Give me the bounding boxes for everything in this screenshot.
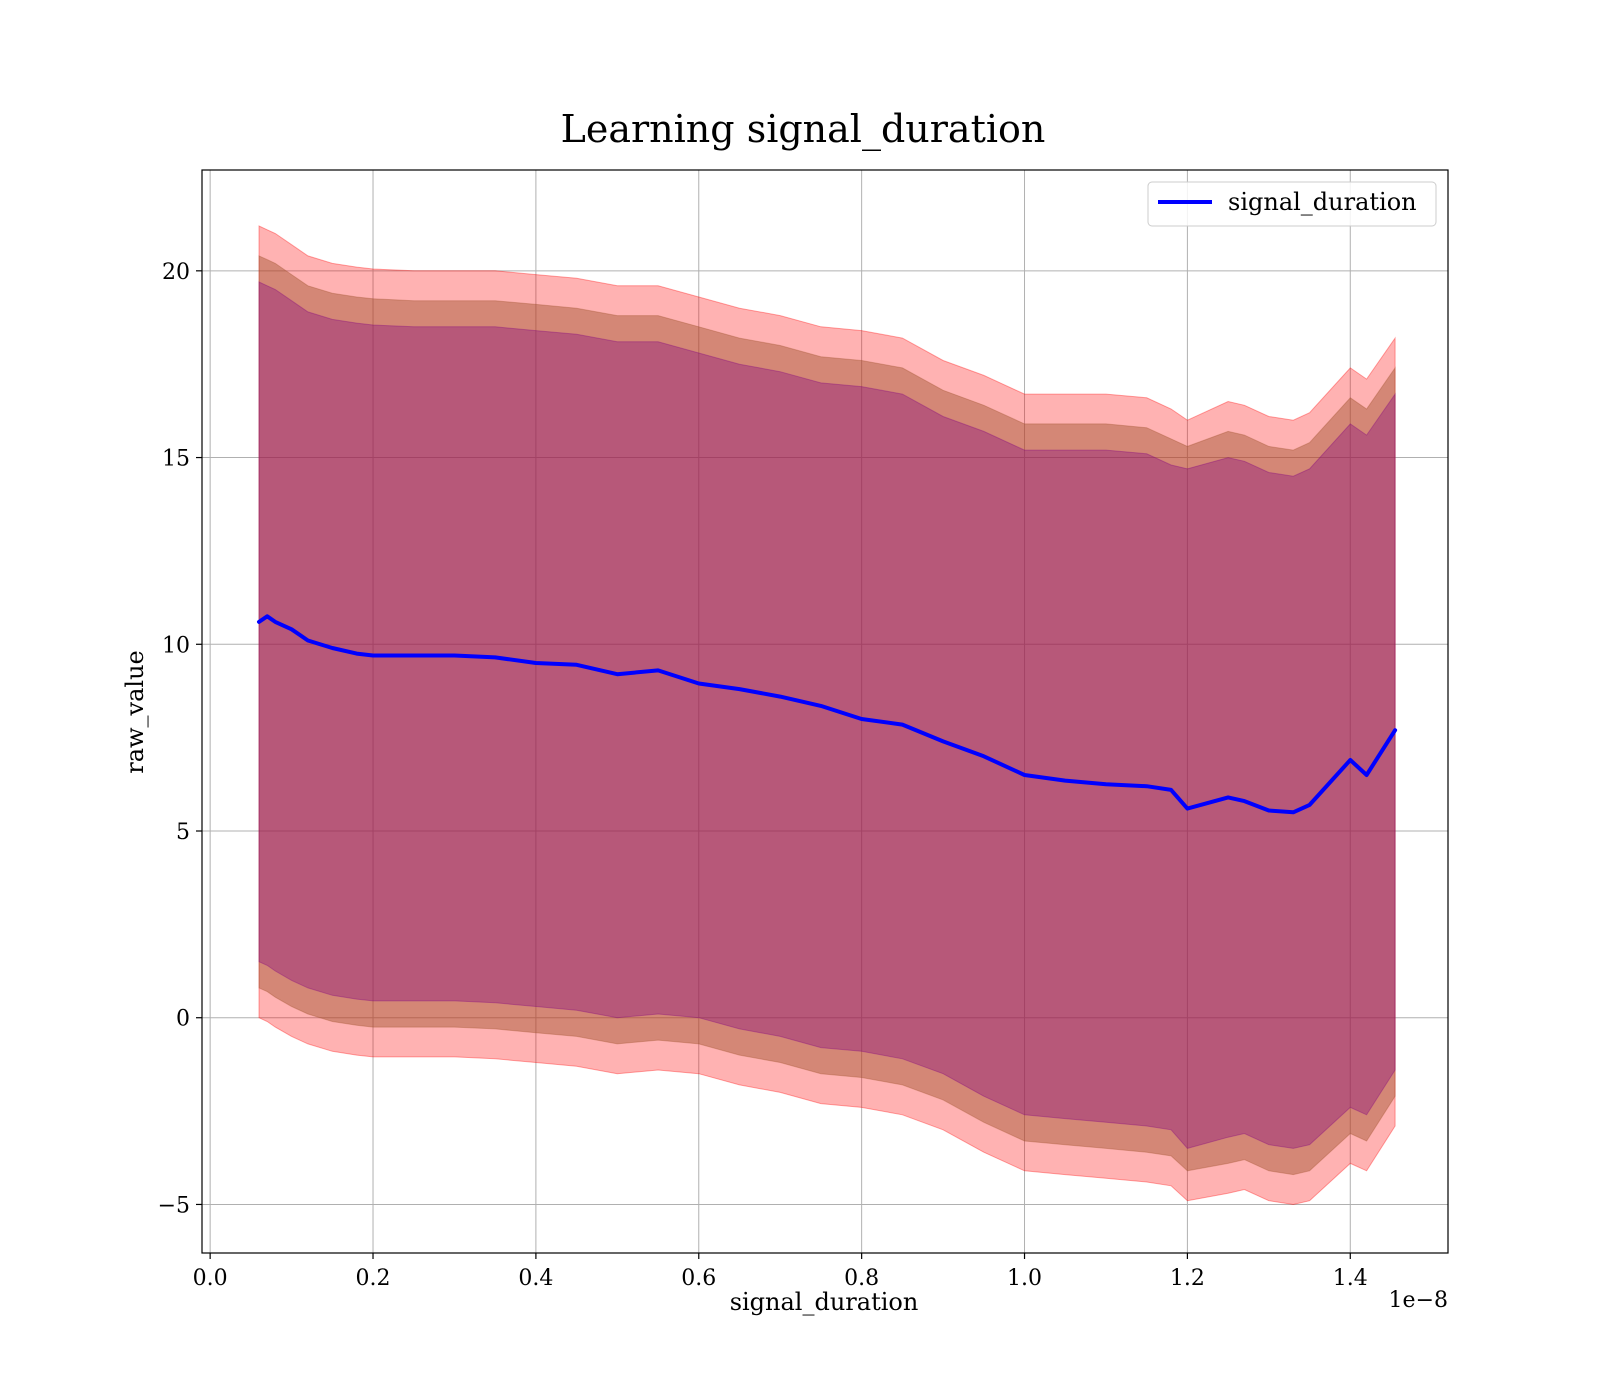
x-axis-label: signal_duration [730, 1288, 919, 1316]
y-tick-label: 10 [162, 633, 190, 658]
x-axis-ticks: 0.0 0.2 0.4 0.6 0.8 1.0 1.2 1.4 [193, 1253, 1368, 1291]
band-inner [258, 281, 1396, 1149]
x-tick-label: 1.2 [1170, 1266, 1205, 1291]
y-axis-label: raw_value [121, 650, 149, 774]
x-tick-label: 0.4 [518, 1266, 553, 1291]
confidence-bands [258, 225, 1396, 1206]
grid-lines [202, 170, 1448, 1253]
legend-box [1147, 181, 1437, 227]
y-tick-label: 0 [176, 1007, 190, 1032]
y-axis-ticks: −5 0 5 10 15 20 [158, 260, 202, 1218]
band-outer [258, 225, 1396, 1206]
x-tick-label: 0.2 [356, 1266, 391, 1291]
legend: signal_duration [1147, 181, 1437, 227]
y-tick-label: 5 [176, 820, 190, 845]
plot-frame [201, 169, 1449, 1254]
y-tick-label: −5 [158, 1193, 190, 1218]
x-axis-offset-label: 1e−8 [1389, 1288, 1448, 1313]
series-line-signal-duration [257, 614, 1398, 815]
x-tick-label: 0.6 [681, 1266, 716, 1291]
x-tick-label: 1.0 [1007, 1266, 1042, 1291]
x-tick-label: 1.4 [1333, 1266, 1368, 1291]
series-lines [257, 614, 1398, 815]
x-tick-label: 0.8 [844, 1266, 879, 1291]
band-middle [258, 255, 1396, 1176]
chart-title: Learning signal_duration [561, 107, 1046, 152]
x-tick-label: 0.0 [193, 1266, 228, 1291]
y-tick-label: 15 [162, 447, 190, 472]
y-tick-label: 20 [162, 260, 190, 285]
legend-label: signal_duration [1228, 188, 1417, 216]
